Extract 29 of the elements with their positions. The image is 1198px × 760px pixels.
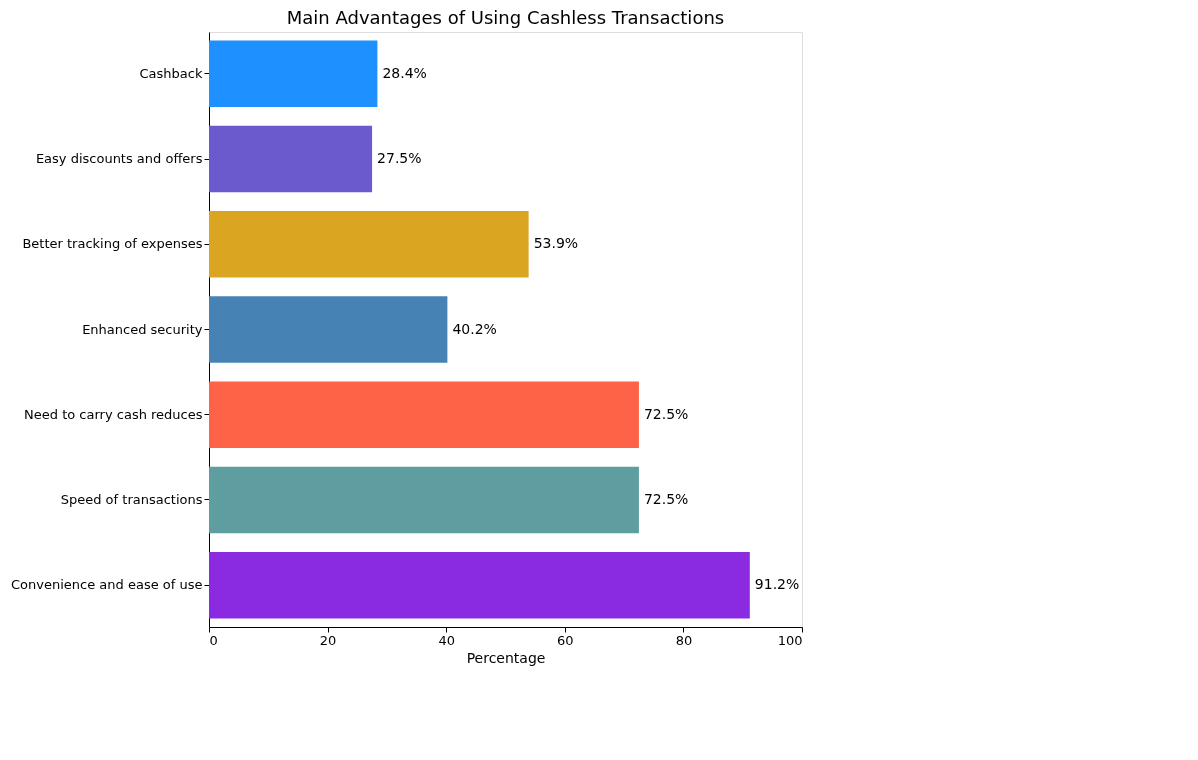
data-label: 53.9% bbox=[533, 235, 579, 252]
y-tick-label: Better tracking of expenses bbox=[22, 236, 203, 252]
data-label: 91.2% bbox=[754, 576, 800, 593]
bar bbox=[209, 211, 529, 278]
x-tick-label: 60 bbox=[557, 632, 574, 648]
bar bbox=[209, 381, 639, 448]
bar bbox=[209, 551, 750, 619]
x-axis-title: Percentage bbox=[466, 649, 546, 666]
y-tick-label: Convenience and ease of use bbox=[11, 577, 203, 593]
y-tick-label: Speed of transactions bbox=[60, 491, 203, 507]
data-label: 72.5% bbox=[643, 405, 689, 422]
bar bbox=[209, 125, 373, 193]
x-tick-label: 20 bbox=[319, 632, 337, 648]
x-tick-label: 40 bbox=[438, 632, 455, 648]
bar bbox=[209, 40, 378, 108]
bar bbox=[209, 296, 448, 363]
x-tick-label: 0 bbox=[209, 632, 218, 648]
x-tick-label: 100 bbox=[777, 632, 803, 648]
bar bbox=[209, 466, 639, 534]
data-label: 40.2% bbox=[452, 320, 497, 337]
chart-title: Main Advantages of Using Cashless Transactions bbox=[286, 7, 725, 28]
x-tick-label: 80 bbox=[675, 632, 693, 648]
data-label: 27.5% bbox=[377, 150, 422, 167]
data-label: 72.5% bbox=[643, 490, 689, 507]
y-tick-label: Need to carry cash reduces bbox=[24, 406, 203, 422]
y-tick-label: Cashback bbox=[139, 65, 203, 81]
y-tick-label: Easy discounts and offers bbox=[35, 151, 203, 167]
y-tick-label: Enhanced security bbox=[82, 321, 203, 337]
data-label: 28.4% bbox=[382, 64, 427, 81]
